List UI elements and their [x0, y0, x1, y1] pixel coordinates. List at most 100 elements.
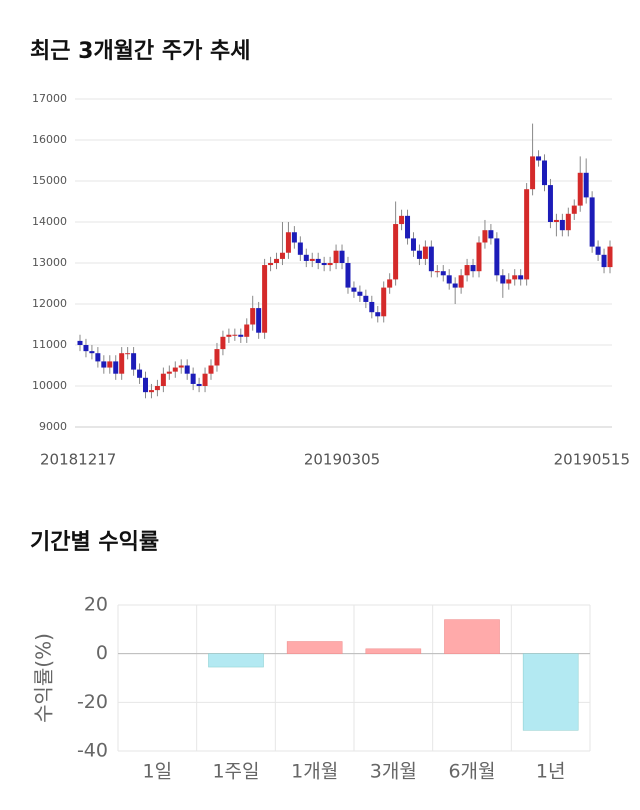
- x-tick-label: 20190515: [554, 451, 630, 469]
- y-tick-label: -40: [77, 740, 108, 762]
- candle-body: [339, 250, 345, 263]
- candle-body: [446, 275, 452, 284]
- candle-body: [89, 351, 95, 354]
- candle-body: [208, 365, 214, 374]
- candle-body: [196, 383, 202, 386]
- candle-body: [488, 230, 494, 239]
- candle-body: [547, 185, 553, 222]
- y-tick-label: 0: [96, 642, 108, 664]
- candle-body: [351, 287, 357, 292]
- chart-title: 기간별 수익률: [30, 530, 159, 555]
- candle-body: [577, 172, 583, 206]
- candle-body: [536, 156, 542, 161]
- candle-body: [524, 189, 530, 280]
- y-tick-label: 14000: [32, 215, 67, 228]
- candle-body: [595, 246, 601, 255]
- candle-body: [148, 390, 154, 393]
- candle-body: [303, 254, 309, 261]
- candle-body: [291, 232, 297, 243]
- bar: [208, 653, 264, 668]
- candle-body: [559, 219, 565, 231]
- candle-body: [405, 215, 411, 239]
- candle-body: [464, 265, 470, 276]
- candle-body: [83, 345, 89, 352]
- candle-body: [321, 263, 327, 266]
- candle-body: [190, 373, 196, 384]
- candle-body: [160, 373, 166, 386]
- candle-body: [410, 238, 416, 251]
- candle-body: [607, 246, 613, 268]
- y-tick-label: 11000: [32, 338, 67, 351]
- candle-body: [571, 205, 577, 214]
- y-tick-label: 20: [84, 594, 108, 616]
- candle-body: [381, 287, 387, 317]
- bar: [365, 648, 422, 654]
- candle-body: [202, 373, 208, 386]
- candle-body: [119, 353, 125, 374]
- candle-body: [434, 271, 440, 273]
- candle-body: [125, 353, 131, 355]
- candle-body: [416, 250, 422, 259]
- candle-body: [589, 197, 595, 247]
- candle-body: [327, 263, 333, 266]
- candle-body: [518, 275, 524, 280]
- candle-body: [77, 340, 83, 345]
- candle-body: [399, 215, 405, 225]
- candle-body: [178, 365, 184, 368]
- candle-body: [315, 258, 321, 263]
- candle-body: [309, 258, 315, 261]
- candle-body: [393, 224, 399, 280]
- candle-body: [375, 312, 381, 317]
- candle-body: [172, 367, 178, 372]
- candle-body: [184, 365, 190, 374]
- y-tick-label: 10000: [32, 379, 67, 392]
- x-tick-label: 3개월: [370, 761, 417, 783]
- y-tick-label: -20: [77, 691, 108, 713]
- candle-body: [428, 246, 434, 272]
- candle-body: [506, 279, 512, 284]
- candle-body: [440, 271, 446, 276]
- bar: [286, 641, 343, 654]
- candle-body: [541, 160, 547, 186]
- candle-body: [601, 254, 607, 268]
- candle-body: [482, 230, 488, 243]
- candle-body: [95, 353, 101, 362]
- candle-body: [244, 324, 250, 337]
- y-tick-label: 12000: [32, 297, 67, 310]
- y-tick-label: 16000: [32, 133, 67, 146]
- x-tick-label: 1개월: [291, 761, 338, 783]
- candle-body: [333, 250, 339, 263]
- candle-body: [387, 279, 393, 288]
- candle-body: [422, 246, 428, 259]
- x-tick-label: 1년: [536, 761, 566, 783]
- candle-body: [458, 275, 464, 288]
- candle-body: [279, 252, 285, 259]
- candle-body: [268, 263, 274, 266]
- candle-body: [583, 172, 589, 198]
- candle-body: [530, 156, 536, 190]
- y-tick-label: 9000: [39, 420, 67, 433]
- candle-body: [143, 377, 149, 393]
- candle-body: [285, 232, 291, 253]
- candle-body: [565, 213, 571, 231]
- candle-body: [476, 242, 482, 272]
- x-tick-label: 20181217: [40, 451, 116, 469]
- candle-body: [131, 353, 137, 370]
- bar: [522, 653, 579, 731]
- candle-body: [101, 361, 107, 368]
- candle-body: [274, 258, 280, 263]
- candle-body: [137, 369, 143, 378]
- y-tick-label: 15000: [32, 174, 67, 187]
- bar: [444, 619, 500, 654]
- candle-body: [220, 336, 226, 350]
- y-tick-label: 17000: [32, 92, 67, 105]
- x-tick-label: 1주일: [212, 761, 259, 783]
- candle-body: [214, 349, 220, 366]
- candle-body: [494, 238, 500, 276]
- candle-body: [113, 361, 119, 374]
- y-tick-label: 13000: [32, 256, 67, 269]
- candle-body: [297, 242, 303, 255]
- x-tick-label: 20190305: [304, 451, 380, 469]
- candle-body: [166, 371, 172, 374]
- candle-body: [363, 295, 369, 302]
